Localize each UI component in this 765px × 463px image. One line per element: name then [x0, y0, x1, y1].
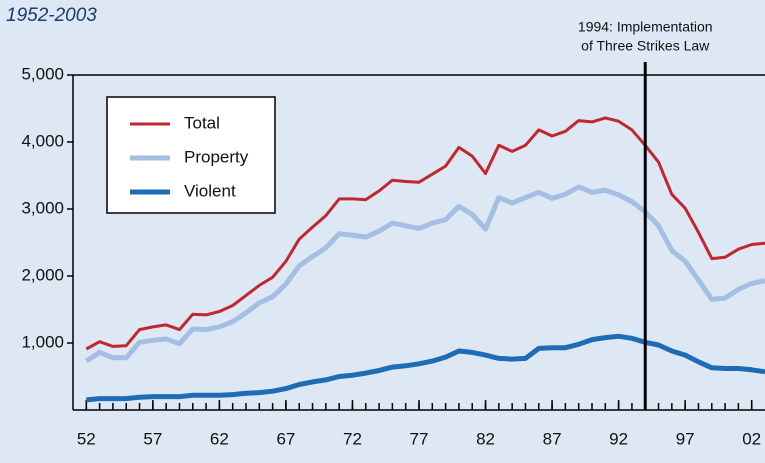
series-line [84, 184, 765, 364]
x-tick-label: 77 [410, 429, 429, 448]
x-tick-label: 67 [276, 429, 295, 448]
x-tick-label: 87 [543, 429, 562, 448]
chart-title: 1952-2003 [6, 5, 97, 26]
x-tick-label: 02 [742, 429, 761, 448]
annotation-text: of Three Strikes Law [581, 38, 710, 54]
y-tick-label: 1,000 [21, 332, 64, 351]
y-tick-label: 2,000 [21, 265, 64, 284]
series-line [86, 333, 765, 403]
x-tick-label: 62 [210, 429, 229, 448]
annotation-text: 1994: Implementation [578, 19, 713, 35]
x-tick-label: 92 [609, 429, 628, 448]
x-tick-label: 52 [77, 429, 96, 448]
series-line [85, 116, 765, 351]
y-tick-label: 4,000 [21, 131, 64, 150]
legend-label: Total [184, 113, 220, 132]
x-tick-label: 72 [343, 429, 362, 448]
y-tick-label: 3,000 [21, 198, 64, 217]
y-tick-label: 5,000 [21, 64, 64, 83]
x-tick-label: 97 [676, 429, 695, 448]
legend-label: Property [184, 147, 249, 166]
x-tick-label: 57 [143, 429, 162, 448]
x-tick-label: 82 [476, 429, 495, 448]
legend-label: Violent [184, 181, 236, 200]
legend: Total Property Violent [106, 96, 276, 214]
